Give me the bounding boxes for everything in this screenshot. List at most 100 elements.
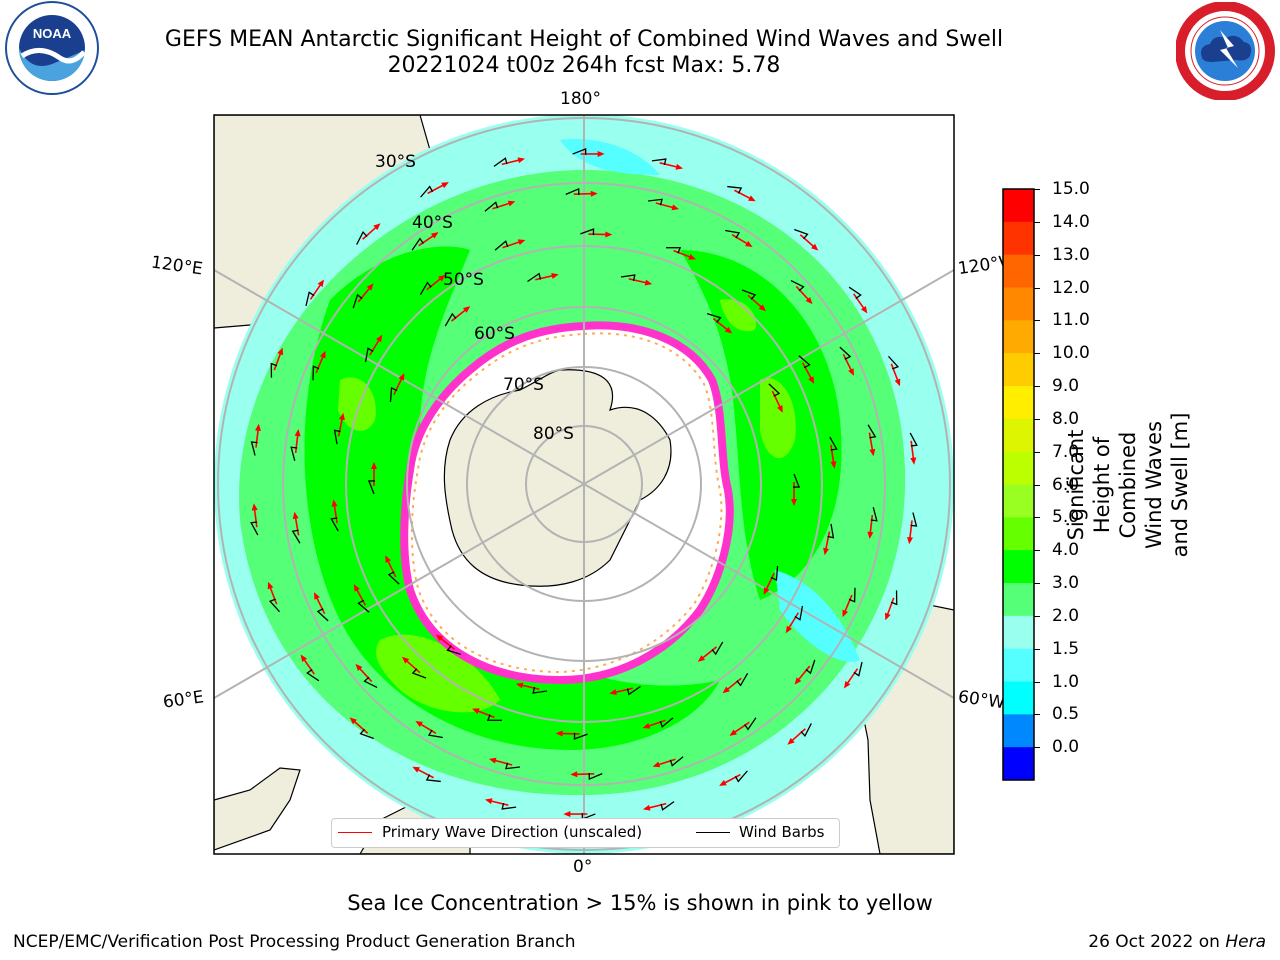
wave-arrow-head — [292, 511, 299, 520]
colorbar — [1002, 188, 1035, 781]
wind-barb — [330, 517, 339, 532]
lat-label-30s: 30°S — [375, 152, 416, 172]
wind-barb — [580, 228, 595, 236]
wind-barb — [736, 672, 749, 687]
wave-arrow-head — [722, 686, 730, 694]
wave-arrow — [725, 677, 742, 692]
wave-arrow-head — [441, 182, 449, 189]
wave-arrow-head — [507, 200, 516, 207]
wave-arrow — [700, 646, 717, 661]
legend-wind-line — [696, 832, 730, 833]
wave-arrow — [309, 282, 323, 300]
colorbar-tick-label: 0.5 — [1052, 704, 1080, 725]
wave-arrow-head — [867, 531, 874, 539]
colorbar-band — [1003, 221, 1034, 256]
lat-label-80s: 80°S — [533, 424, 574, 444]
wave-arrow — [734, 189, 753, 201]
wave-arrow — [868, 432, 874, 453]
wind-barb — [768, 383, 781, 397]
wave-arrow-head — [462, 306, 471, 313]
wave-arrow — [574, 773, 595, 776]
wave-arrow — [628, 278, 649, 285]
land-africa — [214, 767, 301, 851]
wind-barb — [839, 346, 852, 360]
wave-arrow-head — [438, 274, 446, 282]
wave-arrow — [764, 572, 775, 592]
wave-arrow — [588, 233, 609, 236]
colorbar-tick-mark — [1034, 221, 1040, 223]
wave-arrow-head — [435, 634, 444, 642]
colorbar-tick-label: 1.0 — [1052, 671, 1080, 692]
colorbar-band — [1003, 353, 1034, 387]
wave-arrow — [488, 799, 509, 806]
wave-arrow — [255, 427, 260, 448]
wave-arrow — [427, 183, 446, 195]
wave-arrow-head — [787, 737, 795, 745]
wind-barb — [848, 286, 862, 299]
wave-arrow-head — [597, 150, 605, 157]
wave-arrow — [352, 719, 369, 734]
wind-barb — [573, 732, 588, 740]
wave-arrow-head — [794, 677, 802, 685]
wave-arrow-head — [785, 625, 792, 634]
wind-barb — [659, 717, 674, 728]
wave-arrow-head — [869, 448, 876, 457]
colorbar-tick-mark — [1034, 254, 1040, 256]
wind-barb — [565, 187, 580, 195]
wave-arrow-head — [843, 681, 851, 689]
footer-credit: NCEP/EMC/Verification Post Processing Pr… — [13, 932, 576, 952]
wave-arrow-head — [319, 350, 326, 359]
wave-arrow-head — [697, 655, 706, 662]
wind-barb — [411, 237, 424, 251]
wave-arrow-head — [415, 720, 423, 728]
noaa-logo: NOAA — [5, 1, 99, 95]
wave-arrow — [393, 376, 404, 396]
wave-arrow-head — [811, 243, 819, 251]
wave-arrow-head — [294, 429, 301, 437]
wave-arrow-head — [349, 717, 357, 725]
legend-wave-label: Primary Wave Direction (unscaled) — [382, 823, 643, 841]
wind-barb — [352, 293, 363, 309]
wind-barb — [387, 571, 400, 585]
wave-arrow — [294, 515, 300, 536]
wave-arrow-head — [894, 378, 901, 387]
wind-barbs — [250, 147, 918, 821]
wave-arrow-head — [517, 157, 526, 164]
wave-arrow-head — [355, 663, 363, 672]
wave-arrow-head — [570, 771, 578, 778]
wave-arrow — [853, 293, 866, 311]
wind-barb — [357, 599, 370, 613]
wave-arrow-head — [314, 592, 320, 600]
wave-arrow — [646, 802, 667, 810]
wind-barb — [316, 608, 329, 622]
wind-barb — [727, 185, 743, 194]
graticule — [214, 115, 954, 854]
wave-arrow-head — [300, 654, 308, 662]
wave-arrow-head — [373, 223, 381, 231]
wave-arrow-head — [255, 423, 261, 432]
wind-barb — [359, 728, 374, 740]
wave-arrow-head — [763, 587, 770, 595]
wave-arrow-head — [605, 231, 613, 238]
wave-arrow — [771, 390, 782, 410]
colorbar-band — [1003, 189, 1034, 223]
wave-arrow-head — [517, 239, 526, 246]
wave-arrow-head — [907, 536, 913, 545]
wind-barb — [827, 523, 835, 539]
wind-barb — [666, 247, 682, 254]
colorbar-tick-label: 15.0 — [1052, 179, 1090, 199]
colorbar-tick-label: 6.0 — [1052, 474, 1080, 495]
wave-arrow — [418, 722, 437, 735]
wind-barb — [794, 228, 809, 240]
colorbar-tick-mark — [1034, 583, 1040, 584]
wave-arrow — [253, 507, 258, 528]
wind-barb — [794, 605, 804, 621]
wave-arrow — [801, 362, 813, 381]
colorbar-band — [1003, 254, 1034, 288]
wave-arrow-head — [472, 708, 480, 714]
wind-barb — [867, 424, 877, 439]
wave-arrow — [273, 351, 283, 371]
wave-arrow — [426, 276, 443, 291]
wave-arrow-head — [590, 190, 598, 197]
